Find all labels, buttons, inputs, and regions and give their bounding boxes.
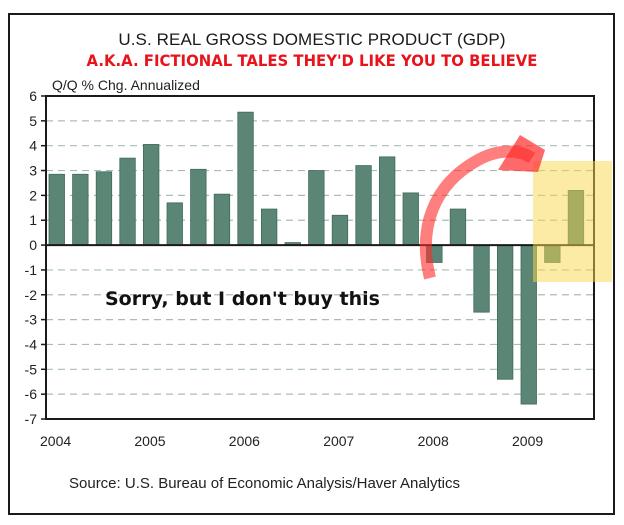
y-tick-label: 3: [29, 163, 37, 179]
bar-2004Q1: [48, 173, 65, 246]
highlight-box: [533, 161, 612, 282]
x-tick-label: 2006: [229, 433, 260, 449]
y-tick-label: -4: [25, 336, 38, 352]
bar-2005Q3: [190, 168, 207, 246]
x-tick-label: 2009: [512, 433, 543, 449]
bar-2007Q2: [355, 165, 372, 246]
y-tick-label: 2: [29, 187, 37, 203]
y-tick-label: 6: [29, 88, 37, 104]
bar-2004Q4: [119, 157, 136, 246]
bar-2007Q1: [331, 214, 349, 246]
bar-2007Q4: [402, 192, 419, 246]
bar-2008Q3: [473, 244, 490, 313]
y-tick-label: 5: [29, 113, 37, 129]
y-tick-label: 4: [29, 138, 37, 154]
x-tick-label: 2004: [40, 433, 71, 449]
bar-2006Q2: [260, 208, 278, 246]
bar-2008Q4: [496, 244, 514, 380]
y-tick-label: -5: [25, 361, 38, 377]
source-note: Source: U.S. Bureau of Economic Analysis…: [69, 475, 461, 492]
bar-2004Q2: [72, 173, 89, 246]
arrow-head: [498, 135, 545, 172]
bar-2007Q3: [378, 156, 396, 246]
y-tick-label: 0: [29, 237, 37, 253]
chart-subtitle: A.K.A. FICTIONAL TALES THEY'D LIKE YOU T…: [86, 51, 538, 70]
y-tick-label: -2: [25, 287, 38, 303]
bar-2006Q4: [308, 170, 325, 246]
annotation-text: Sorry, but I don't buy this: [105, 288, 380, 310]
bar-2004Q3: [95, 171, 113, 246]
bar-2005Q2: [166, 202, 183, 246]
x-tick-label: 2005: [134, 433, 165, 449]
y-tick-label: -1: [25, 262, 38, 278]
y-tick-label: -3: [25, 312, 38, 328]
bar-2005Q4: [213, 193, 231, 246]
chart-frame: [8, 13, 615, 515]
x-tick-label: 2008: [418, 433, 449, 449]
y-tick-label: -6: [25, 386, 38, 402]
chart-title: U.S. REAL GROSS DOMESTIC PRODUCT (GDP): [118, 30, 506, 49]
bar-2008Q2: [449, 208, 467, 246]
x-tick-label: 2007: [323, 433, 354, 449]
bar-2006Q1: [237, 111, 254, 246]
y-tick-label: 1: [29, 212, 37, 228]
y-tick-label: -7: [25, 411, 38, 427]
bar-2005Q1: [142, 144, 160, 246]
y-axis-label: Q/Q % Chg. Annualized: [52, 77, 200, 93]
